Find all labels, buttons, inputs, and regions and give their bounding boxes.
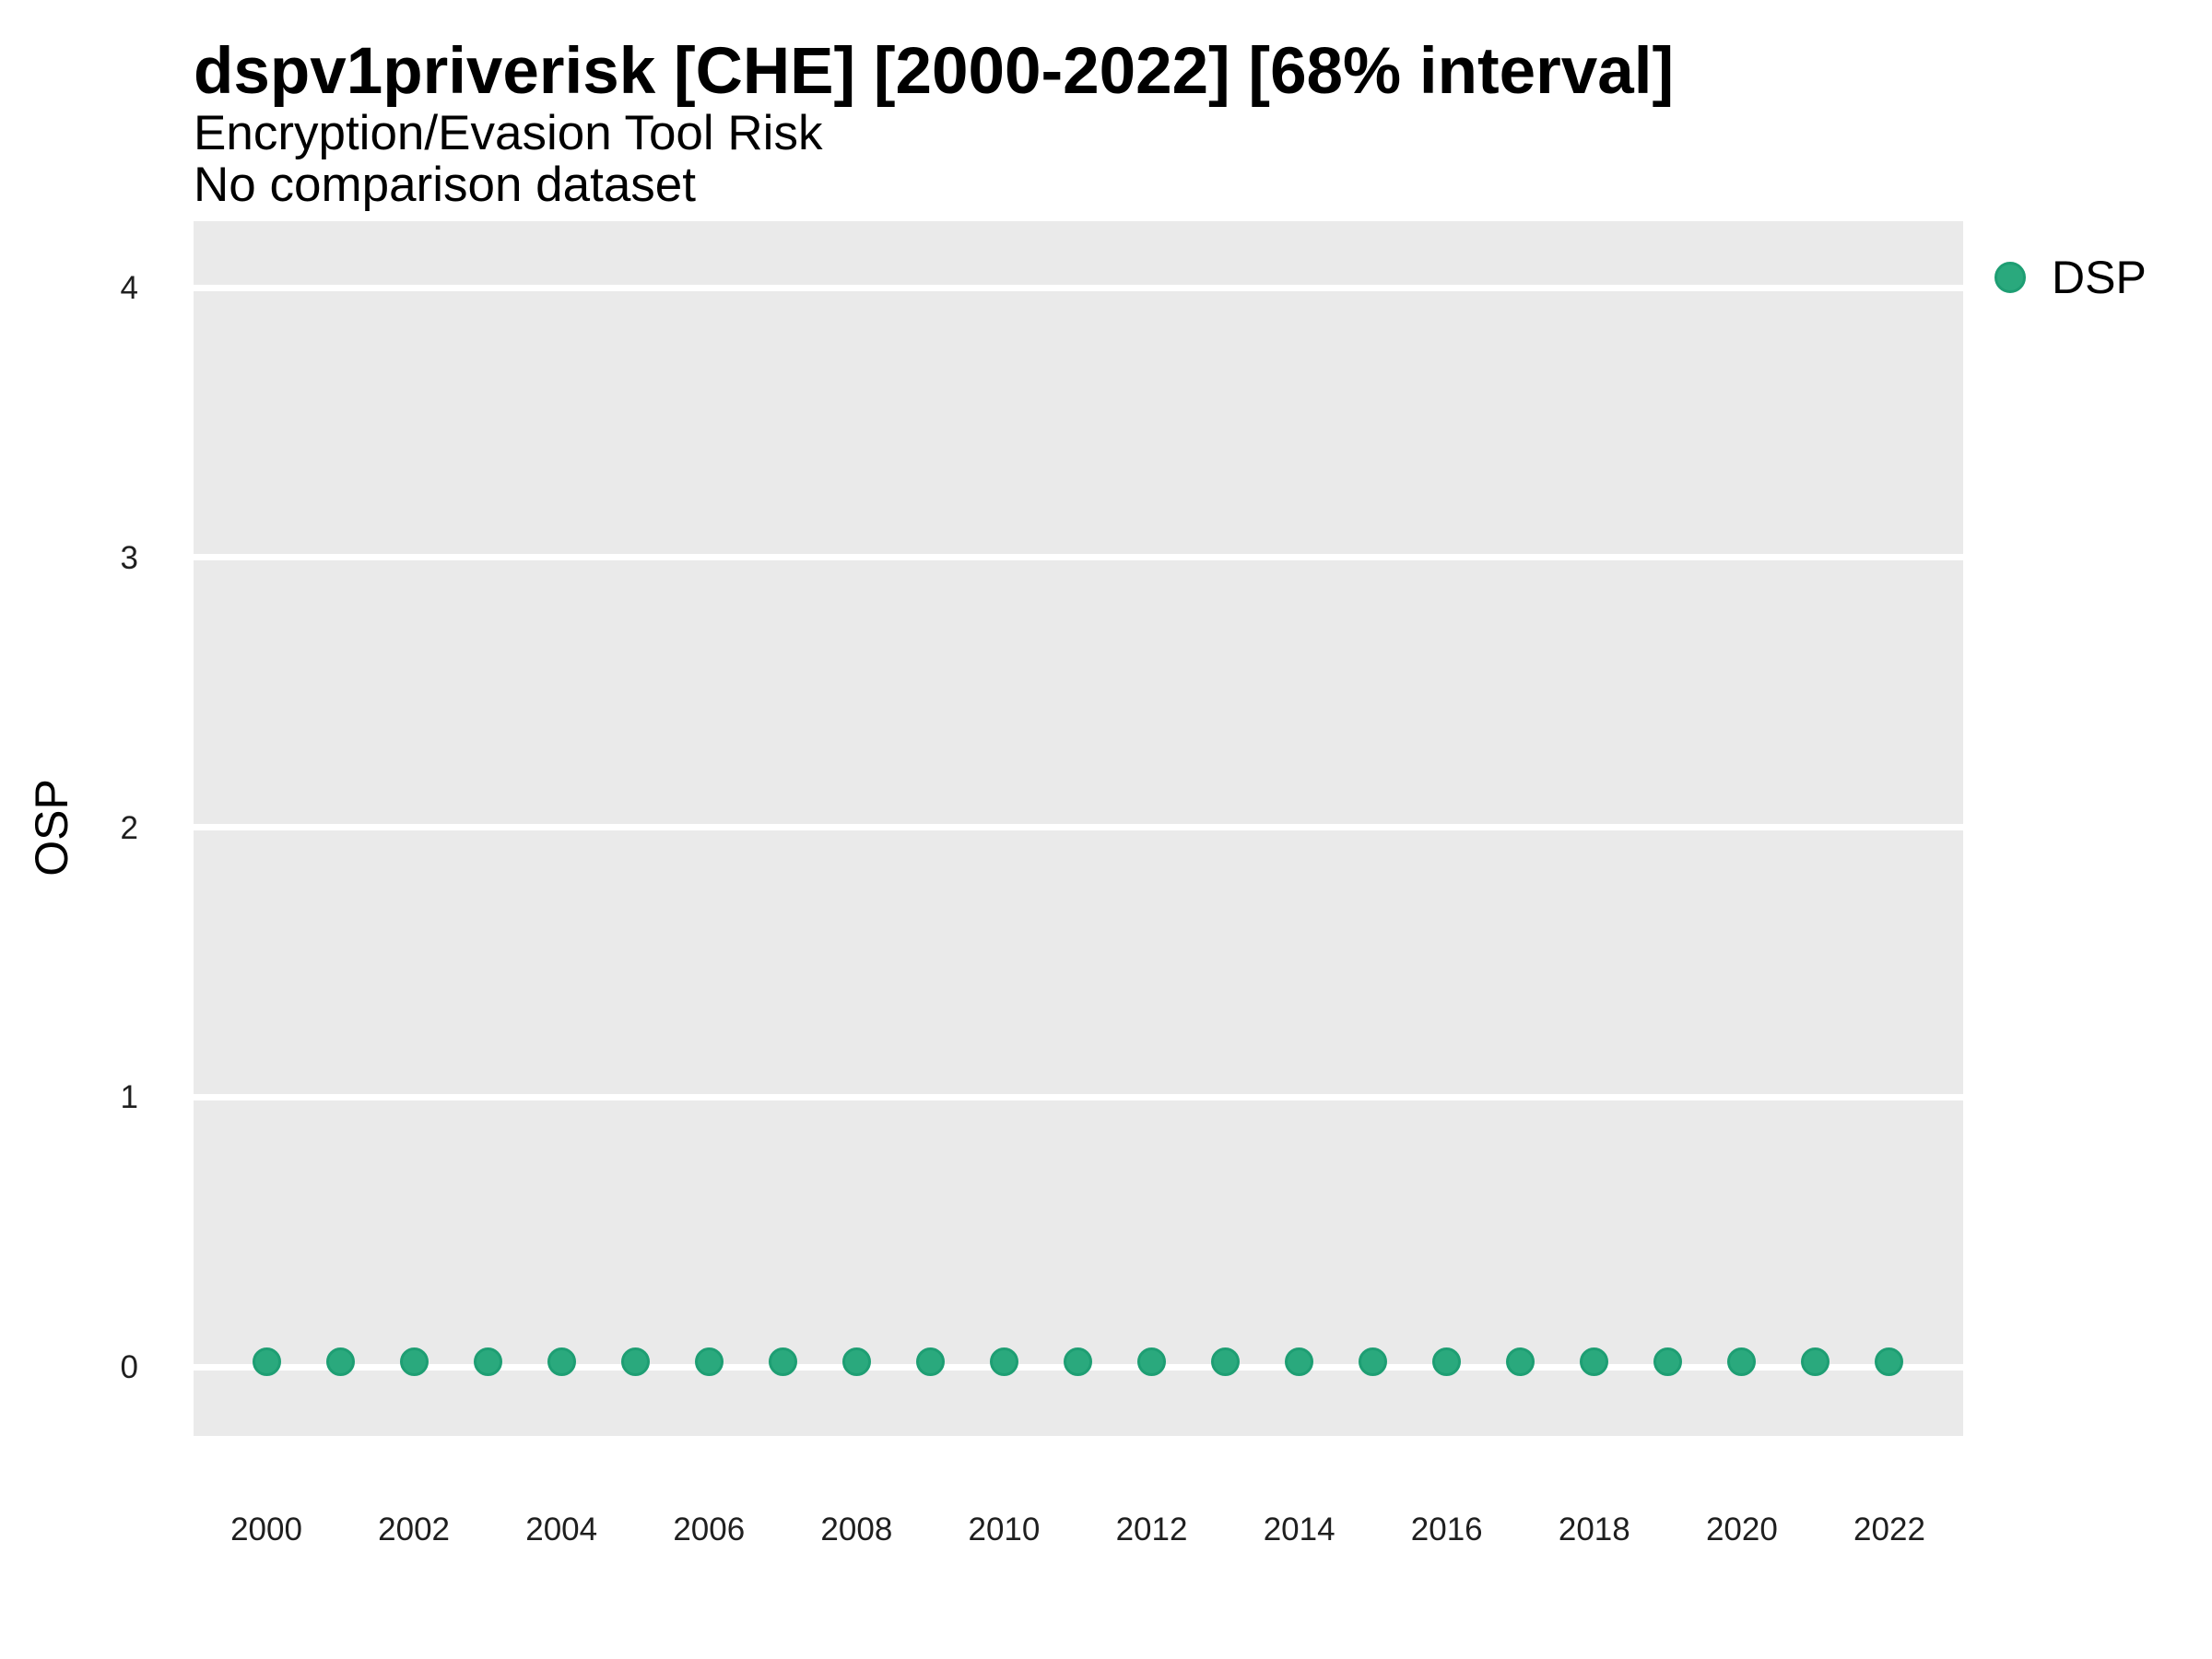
data-point-2014 [1285,1347,1314,1376]
data-point-2004 [547,1347,576,1376]
y-tick-label-2: 2 [120,809,138,846]
data-point-2006 [694,1347,724,1376]
x-tick-label-2016: 2016 [1410,1512,1483,1547]
data-point-2010 [989,1347,1018,1376]
chart-subtitle: Encryption/Evasion Tool Risk [194,106,823,160]
data-point-2021 [1801,1347,1830,1376]
data-point-2016 [1432,1347,1462,1376]
x-tick-label-2008: 2008 [820,1512,893,1547]
x-tick-label-2006: 2006 [673,1512,746,1547]
gridline-y-1 [194,1093,1963,1100]
y-tick-label-1: 1 [120,1079,138,1116]
data-point-2022 [1875,1347,1904,1376]
data-point-2011 [1063,1347,1092,1376]
x-tick-label-2020: 2020 [1705,1512,1778,1547]
legend: DSP [1994,254,2147,300]
data-point-2000 [252,1347,281,1376]
x-tick-label-2022: 2022 [1853,1512,1925,1547]
legend-point-icon [1994,262,2026,293]
data-point-2012 [1137,1347,1167,1376]
x-tick-label-2000: 2000 [230,1512,302,1547]
y-tick-label-4: 4 [120,270,138,306]
x-tick-label-2010: 2010 [968,1512,1041,1547]
data-point-2001 [325,1347,355,1376]
data-point-2018 [1580,1347,1609,1376]
chart-title: dspv1priverisk [CHE] [2000-2022] [68% in… [194,35,1675,108]
data-point-2020 [1727,1347,1757,1376]
data-point-2017 [1506,1347,1535,1376]
plot-panel [194,221,1963,1436]
x-tick-label-2012: 2012 [1115,1512,1188,1547]
x-tick-label-2004: 2004 [525,1512,598,1547]
gridline-y-2 [194,824,1963,830]
data-point-2015 [1359,1347,1388,1376]
data-point-2002 [399,1347,429,1376]
legend-label: DSP [2052,252,2147,303]
chart-note: No comparison dataset [194,158,697,212]
x-tick-label-2002: 2002 [378,1512,451,1547]
data-point-2007 [768,1347,797,1376]
gridline-y-3 [194,554,1963,561]
data-point-2003 [473,1347,502,1376]
y-tick-label-3: 3 [120,539,138,576]
y-tick-label-0: 0 [120,1349,138,1385]
data-point-2005 [620,1347,650,1376]
data-point-2009 [915,1347,945,1376]
data-point-2019 [1653,1347,1683,1376]
data-point-2013 [1211,1347,1241,1376]
x-tick-label-2014: 2014 [1263,1512,1335,1547]
gridline-y-4 [194,284,1963,291]
data-point-2008 [841,1347,871,1376]
x-tick-label-2018: 2018 [1558,1512,1630,1547]
